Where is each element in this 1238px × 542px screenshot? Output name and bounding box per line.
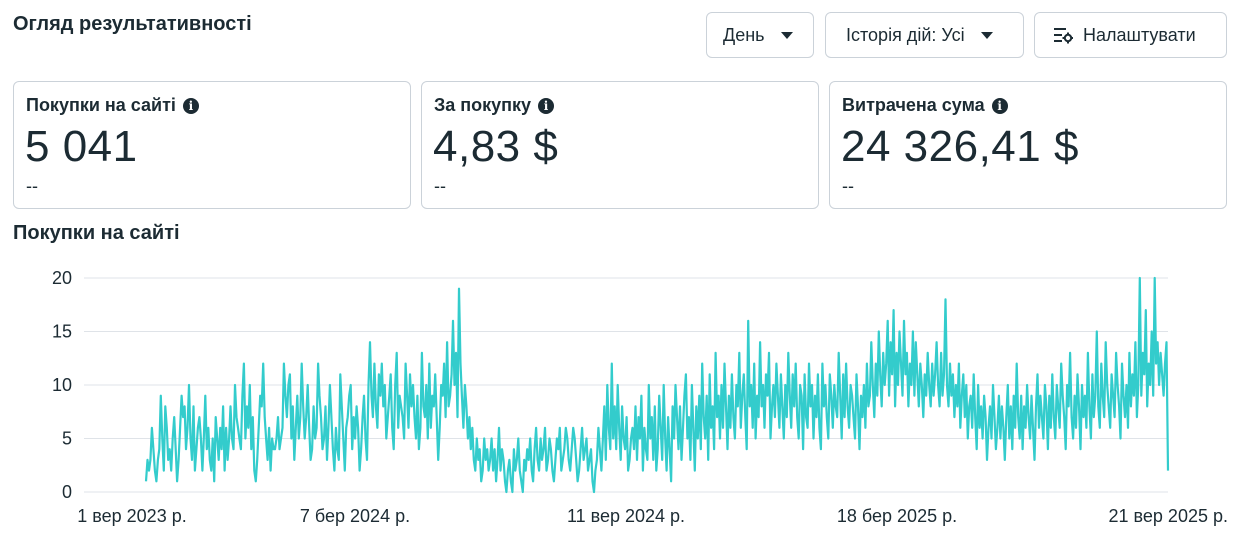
caret-down-icon: [780, 31, 793, 39]
metric-label: Витрачена сума: [842, 95, 985, 115]
y-tick-label: 0: [62, 482, 72, 502]
y-tick-label: 20: [52, 268, 72, 288]
x-tick-label: 7 бер 2024 р.: [300, 506, 410, 526]
action-history-label: Історія дій: Усі: [846, 24, 965, 45]
metric-card-amount-spent: Витрачена сума i 24 326,41 $ --: [829, 81, 1227, 209]
customize-label: Налаштувати: [1083, 24, 1196, 45]
metric-value: 4,83 $: [433, 122, 559, 171]
metric-value: 24 326,41 $: [841, 122, 1079, 171]
chart-x-axis: 1 вер 2023 р. 7 бер 2024 р. 11 вер 2024 р.…: [77, 506, 1228, 526]
metric-label: За покупку: [434, 95, 532, 115]
chart-title: Покупки на сайті: [13, 222, 180, 244]
y-tick-label: 15: [52, 322, 72, 342]
series-line-0: [144, 276, 1170, 494]
metric-card-purchases: Покупки на сайті i 5 041 --: [13, 81, 411, 209]
chart-y-axis: 0 5 10 15 20: [52, 268, 72, 502]
day-dropdown-button[interactable]: День: [706, 12, 814, 58]
customize-settings-icon: [1054, 28, 1073, 44]
info-icon[interactable]: i: [991, 97, 1008, 114]
info-icon[interactable]: i: [182, 97, 199, 114]
metric-card-cost-per-purchase: За покупку i 4,83 $ --: [421, 81, 819, 209]
metric-delta: --: [842, 176, 854, 196]
metric-value: 5 041: [25, 122, 138, 171]
y-tick-label: 10: [52, 375, 72, 395]
metric-delta: --: [434, 176, 446, 196]
action-history-dropdown-button[interactable]: Історія дій: Усі: [825, 12, 1024, 58]
x-tick-label: 18 бер 2025 р.: [837, 506, 957, 526]
chart-series: [144, 276, 1170, 494]
page-title: Огляд результативності: [13, 13, 252, 35]
x-tick-label: 11 вер 2024 р.: [567, 506, 685, 526]
purchases-line-chart: 0 5 10 15 20 1 вер 2023 р. 7 бер 2024 р. 11 ве…: [52, 268, 1228, 526]
day-dropdown-label: День: [723, 24, 765, 45]
x-tick-label: 1 вер 2023 р.: [77, 506, 186, 526]
metric-delta: --: [26, 176, 38, 196]
x-tick-label: 21 вер 2025 р.: [1109, 506, 1228, 526]
customize-button[interactable]: Налаштувати: [1034, 12, 1227, 58]
caret-down-icon: [980, 31, 993, 39]
y-tick-label: 5: [62, 429, 72, 449]
info-icon[interactable]: i: [538, 97, 555, 114]
metric-label: Покупки на сайті: [26, 95, 176, 115]
